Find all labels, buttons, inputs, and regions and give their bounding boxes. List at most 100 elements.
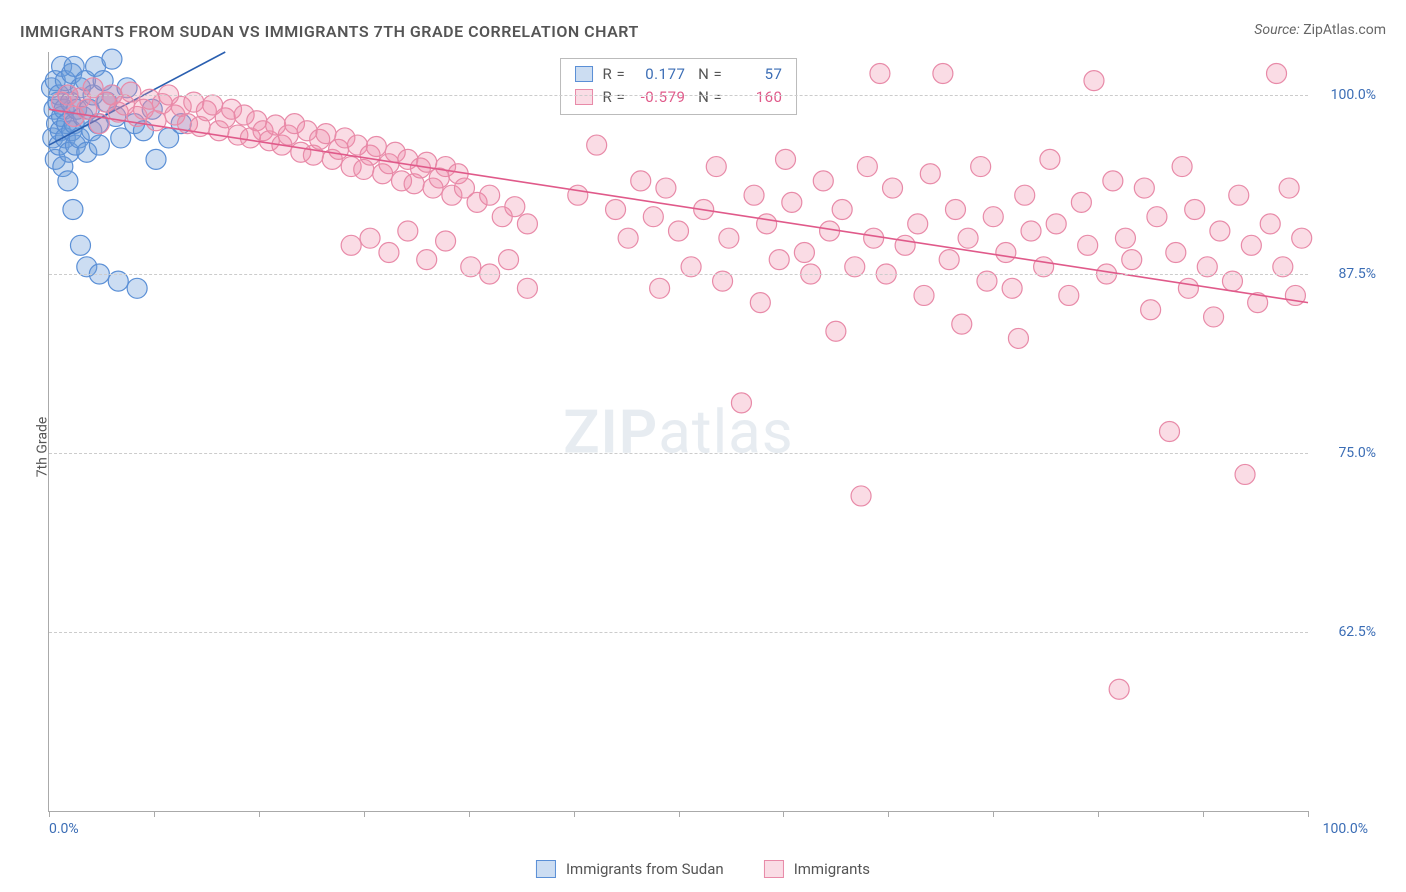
- scatter-point: [417, 250, 437, 270]
- x-tick: [993, 811, 994, 817]
- scatter-point: [933, 63, 953, 83]
- scatter-point: [1071, 192, 1091, 212]
- scatter-point: [1134, 178, 1154, 198]
- gridline-h: [49, 632, 1308, 633]
- scatter-point: [776, 149, 796, 169]
- scatter-point: [908, 214, 928, 234]
- y-tick-label: 100.0%: [1316, 87, 1376, 103]
- scatter-point: [1241, 235, 1261, 255]
- x-tick: [783, 811, 784, 817]
- scatter-point: [669, 221, 689, 241]
- scatter-point: [1109, 679, 1129, 699]
- legend-item: Immigrants: [764, 860, 870, 878]
- scatter-point: [883, 178, 903, 198]
- scatter-point: [1260, 214, 1280, 234]
- legend-swatch: [764, 860, 784, 878]
- scatter-point: [1204, 307, 1224, 327]
- scatter-point: [983, 207, 1003, 227]
- scatter-point: [1103, 171, 1123, 191]
- legend-swatch: [575, 89, 593, 105]
- x-tick: [469, 811, 470, 817]
- scatter-point: [996, 242, 1016, 262]
- scatter-point: [1185, 200, 1205, 220]
- scatter-point: [1040, 149, 1060, 169]
- scatter-point: [341, 235, 361, 255]
- scatter-point: [656, 178, 676, 198]
- scatter-point: [366, 137, 386, 157]
- legend-label: Immigrants from Sudan: [566, 860, 724, 878]
- x-axis-label-max: 100.0%: [1323, 821, 1368, 837]
- scatter-point: [1078, 235, 1098, 255]
- scatter-point: [832, 200, 852, 220]
- scatter-point: [102, 49, 122, 69]
- scatter-point: [1008, 328, 1028, 348]
- scatter-point: [1279, 178, 1299, 198]
- scatter-point: [517, 214, 537, 234]
- scatter-point: [782, 192, 802, 212]
- scatter-point: [517, 278, 537, 298]
- scatter-point: [1147, 207, 1167, 227]
- x-tick: [259, 811, 260, 817]
- scatter-point: [895, 235, 915, 255]
- scatter-point: [1178, 278, 1198, 298]
- scatter-point: [1292, 228, 1312, 248]
- scatter-point: [643, 207, 663, 227]
- chart-title: IMMIGRANTS FROM SUDAN VS IMMIGRANTS 7TH …: [20, 22, 639, 41]
- source-value: ZipAtlas.com: [1303, 22, 1386, 38]
- scatter-point: [826, 321, 846, 341]
- scatter-point: [606, 200, 626, 220]
- gridline-h: [49, 95, 1308, 96]
- stats-text: R = 0.177 N = 57: [603, 63, 783, 86]
- scatter-point: [1122, 250, 1142, 270]
- scatter-point: [63, 200, 83, 220]
- legend-swatch: [536, 860, 556, 878]
- scatter-point: [731, 393, 751, 413]
- scatter-point: [769, 250, 789, 270]
- scatter-point: [719, 228, 739, 248]
- x-tick: [1098, 811, 1099, 817]
- legend-swatch: [575, 66, 593, 82]
- scatter-point: [436, 231, 456, 251]
- stats-text: R = -0.579 N = 160: [603, 86, 783, 109]
- x-tick: [364, 811, 365, 817]
- scatter-point: [1021, 221, 1041, 241]
- scatter-point: [1229, 185, 1249, 205]
- source-label: Source:: [1254, 22, 1299, 38]
- stats-box: R = 0.177 N = 57R = -0.579 N = 160: [560, 58, 798, 115]
- scatter-point: [939, 250, 959, 270]
- scatter-point: [870, 63, 890, 83]
- stats-row: R = -0.579 N = 160: [575, 86, 783, 109]
- scatter-point: [1172, 157, 1192, 177]
- scatter-point: [813, 171, 833, 191]
- scatter-point: [1015, 185, 1035, 205]
- scatter-point: [851, 486, 871, 506]
- scatter-point: [379, 242, 399, 262]
- x-tick: [1308, 811, 1309, 817]
- chart-svg: [49, 52, 1308, 811]
- gridline-h: [49, 453, 1308, 454]
- stats-row: R = 0.177 N = 57: [575, 63, 783, 86]
- y-tick-label: 75.0%: [1316, 445, 1376, 461]
- scatter-point: [121, 82, 141, 102]
- x-tick: [49, 811, 50, 817]
- plot-container: 7th Grade ZIPatlas R = 0.177 N = 57R = -…: [40, 52, 1380, 842]
- scatter-point: [499, 250, 519, 270]
- scatter-point: [127, 278, 147, 298]
- scatter-point: [70, 235, 90, 255]
- scatter-point: [505, 197, 525, 217]
- plot-area: ZIPatlas R = 0.177 N = 57R = -0.579 N = …: [48, 52, 1308, 812]
- scatter-point: [58, 171, 78, 191]
- y-tick-label: 87.5%: [1316, 266, 1376, 282]
- scatter-point: [750, 293, 770, 313]
- scatter-point: [952, 314, 972, 334]
- scatter-point: [920, 164, 940, 184]
- scatter-point: [1166, 242, 1186, 262]
- scatter-point: [914, 285, 934, 305]
- y-tick-label: 62.5%: [1316, 624, 1376, 640]
- scatter-point: [1160, 422, 1180, 442]
- scatter-point: [480, 185, 500, 205]
- scatter-point: [1210, 221, 1230, 241]
- scatter-point: [1267, 63, 1287, 83]
- scatter-point: [1002, 278, 1022, 298]
- scatter-point: [794, 242, 814, 262]
